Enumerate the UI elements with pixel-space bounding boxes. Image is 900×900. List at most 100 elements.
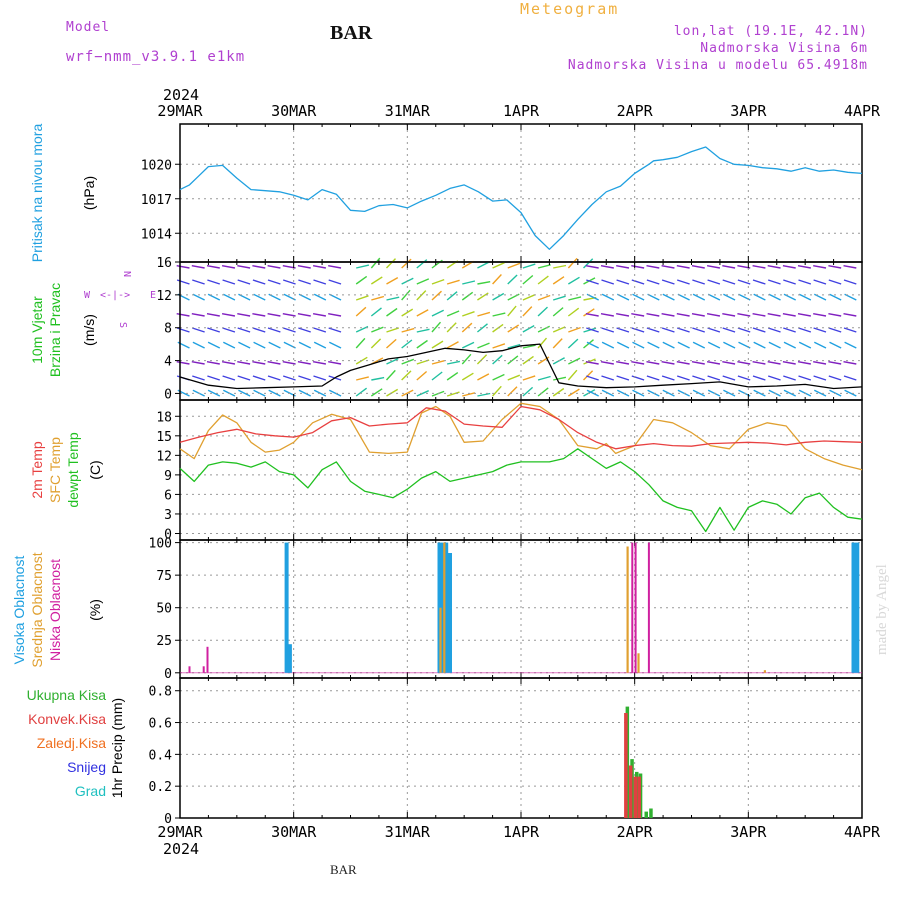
wind-barb bbox=[328, 327, 342, 333]
wind-barb bbox=[313, 389, 327, 397]
wind-barb bbox=[813, 313, 827, 317]
cloud-bar bbox=[637, 653, 640, 673]
bottom-date-label: 1APR bbox=[503, 823, 540, 841]
wind-barb bbox=[477, 373, 490, 381]
cloud-bar bbox=[851, 542, 856, 673]
wind-barb bbox=[828, 327, 842, 333]
wind-barb bbox=[692, 293, 706, 301]
cloud-bar bbox=[206, 646, 209, 673]
wind-barb bbox=[386, 338, 397, 349]
wind-barb bbox=[828, 313, 842, 317]
wind-barb bbox=[583, 327, 597, 333]
wind-barb bbox=[492, 312, 506, 317]
wind-barb bbox=[328, 313, 342, 317]
wind-barb bbox=[586, 341, 599, 349]
wind-barb bbox=[252, 327, 266, 333]
cloud-ytick-label: 50 bbox=[156, 602, 172, 617]
wind-barb bbox=[237, 265, 251, 269]
wind-barb bbox=[492, 292, 505, 301]
wind-barb bbox=[783, 341, 797, 349]
wind-ytick-label: 16 bbox=[156, 256, 172, 271]
model-elevation-label: Nadmorska Visina u modelu 65.4918m bbox=[567, 58, 868, 73]
wind-barb bbox=[767, 279, 781, 285]
wind-barb bbox=[646, 375, 660, 381]
wind-barb bbox=[176, 313, 190, 317]
temperature-ytick-label: 0 bbox=[164, 527, 172, 542]
wind-barb bbox=[616, 279, 630, 285]
wind-barb bbox=[267, 327, 281, 333]
cloud-ytick-label: 75 bbox=[156, 569, 172, 584]
precip-bar bbox=[633, 776, 638, 818]
wind-barb bbox=[601, 293, 615, 301]
wind-barb bbox=[767, 313, 781, 317]
wind-barb bbox=[676, 361, 690, 365]
wind-barb bbox=[676, 313, 690, 317]
wind-barb bbox=[782, 361, 796, 365]
wind-barb bbox=[268, 341, 281, 349]
wind-barb bbox=[371, 376, 385, 381]
wind-barb bbox=[567, 257, 578, 269]
wind-barb bbox=[297, 265, 311, 269]
wind-barb bbox=[601, 327, 615, 333]
wind-barb bbox=[676, 375, 690, 381]
wind-barb bbox=[552, 307, 564, 317]
cloud-bar bbox=[763, 670, 766, 673]
wind-barb bbox=[616, 375, 630, 381]
wind-barb bbox=[267, 279, 281, 285]
wind-barb bbox=[691, 361, 705, 365]
wind-barb bbox=[583, 258, 594, 269]
wind-barb bbox=[416, 390, 429, 397]
wind-barb bbox=[222, 293, 236, 301]
top-date-label: 3APR bbox=[730, 102, 767, 120]
wind-barb bbox=[237, 313, 251, 317]
wind-barb bbox=[601, 375, 615, 381]
wind-barb bbox=[767, 327, 781, 333]
wind-barb bbox=[313, 279, 327, 285]
wind-barb bbox=[192, 375, 205, 381]
footer-station: BAR bbox=[330, 862, 357, 877]
wind-barb bbox=[222, 327, 236, 333]
wind-barb bbox=[829, 341, 842, 349]
wind-barb bbox=[583, 358, 596, 365]
wind-barb bbox=[707, 293, 721, 301]
wind-barb bbox=[328, 389, 342, 397]
wind-barb bbox=[568, 296, 582, 301]
temperature-ytick-label: 18 bbox=[156, 410, 172, 425]
wind-barb bbox=[752, 375, 766, 381]
wind-barb bbox=[631, 361, 645, 365]
wind-barb bbox=[355, 337, 366, 349]
wind-barb bbox=[446, 291, 458, 301]
wind-barb bbox=[522, 375, 536, 381]
wind-barb bbox=[632, 293, 645, 301]
wind-barb bbox=[783, 375, 796, 381]
wind-barb bbox=[616, 327, 630, 333]
cloud-bar bbox=[448, 553, 452, 673]
wind-barb bbox=[313, 341, 327, 349]
wind-barb bbox=[461, 291, 474, 301]
wind-barb bbox=[843, 361, 857, 365]
wind-barb bbox=[461, 353, 472, 365]
lonlat-label: lon,lat (19.1E, 42.1N) bbox=[673, 24, 868, 39]
wind-barb bbox=[431, 290, 442, 301]
pressure-line bbox=[179, 146, 863, 250]
wind-barb bbox=[253, 293, 266, 301]
wind-barb bbox=[646, 313, 660, 317]
wind-barb bbox=[722, 313, 736, 317]
wind-barb bbox=[237, 375, 251, 381]
wind-barb bbox=[723, 341, 736, 349]
wind-barb bbox=[691, 265, 705, 269]
wind-barb bbox=[631, 375, 645, 381]
wind-barb bbox=[446, 372, 459, 381]
wind-barb bbox=[176, 279, 190, 285]
wind-speed-line bbox=[179, 343, 863, 390]
wind-barb bbox=[207, 279, 220, 285]
temp-2m-ylabel: 2m Temp bbox=[29, 441, 45, 499]
wind-barb bbox=[221, 265, 236, 269]
wind-barb bbox=[356, 264, 370, 269]
wind-barb bbox=[707, 279, 721, 285]
wind-barb bbox=[477, 342, 490, 349]
precip-ylabel: 1hr Precip (mm) bbox=[109, 698, 125, 798]
wind-barb bbox=[461, 341, 475, 349]
wind-barb bbox=[328, 265, 342, 269]
